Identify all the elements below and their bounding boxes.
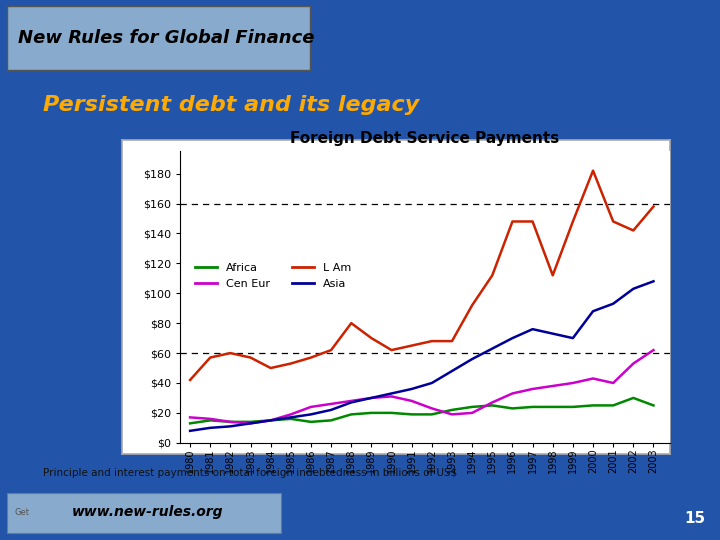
FancyBboxPatch shape <box>7 494 281 533</box>
Text: 15: 15 <box>685 511 706 526</box>
Text: www.new-rules.org: www.new-rules.org <box>72 505 223 519</box>
Text: Persistent debt and its legacy: Persistent debt and its legacy <box>43 94 420 115</box>
Legend: Africa, Cen Eur, L Am, Asia: Africa, Cen Eur, L Am, Asia <box>191 259 356 293</box>
Title: Foreign Debt Service Payments: Foreign Debt Service Payments <box>290 131 559 146</box>
Text: Principle and interest payments on total foreign indebtedness in billions of US$: Principle and interest payments on total… <box>43 468 457 477</box>
Text: Get: Get <box>14 508 30 517</box>
FancyBboxPatch shape <box>7 6 310 70</box>
Text: New Rules for Global Finance: New Rules for Global Finance <box>18 29 315 47</box>
